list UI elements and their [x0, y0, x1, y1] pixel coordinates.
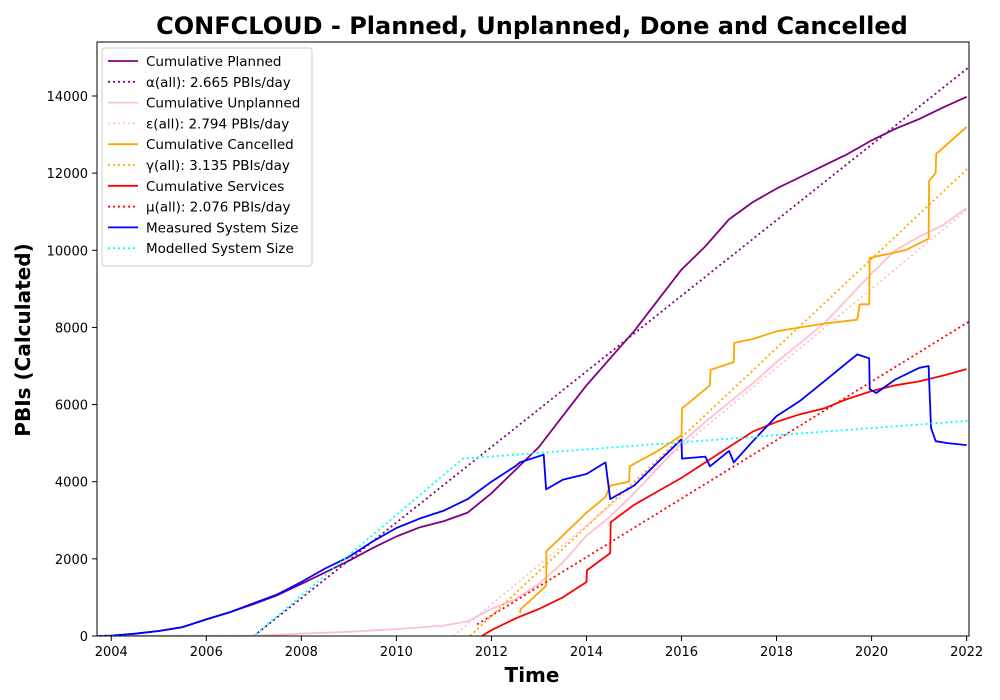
x-tick-label: 2004	[95, 645, 128, 660]
x-tick-label: 2022	[950, 645, 983, 660]
x-tick-label: 2012	[475, 645, 508, 660]
legend-entry-3: Cumulative Unplanned	[146, 96, 300, 112]
plot-area	[97, 66, 969, 636]
legend-entry-6: γ(all): 3.135 PBIs/day	[146, 158, 290, 174]
legend-entry-10: Modelled System Size	[146, 241, 294, 257]
y-tick-label: 2000	[55, 553, 88, 568]
series-line-2	[253, 66, 969, 636]
y-tick-label: 14000	[47, 90, 88, 105]
legend-entry-2: α(all): 2.665 PBIs/day	[146, 75, 291, 91]
series-line-9	[97, 353, 967, 636]
legend-entry-8: μ(all): 2.076 PBIs/day	[146, 200, 290, 216]
axes: 2004 2006 2008 2010 2012 2014 2016 2018 2020 2022…	[47, 41, 983, 660]
series-line-5	[519, 126, 968, 614]
legend: Cumulative Planned α(all): 2.665 PBIs/day…	[101, 47, 313, 267]
y-tick-label: 4000	[55, 476, 88, 491]
series-line-6	[469, 166, 969, 636]
chart-title: CONFCLOUD - Planned, Unplanned, Done and…	[156, 12, 908, 40]
y-tick-label: 10000	[47, 244, 88, 259]
legend-entry-1: Cumulative Planned	[146, 54, 282, 70]
x-tick-label: 2018	[760, 645, 793, 660]
x-tick-label: 2006	[190, 645, 223, 660]
plot-frame	[96, 41, 970, 637]
x-tick-label: 2016	[665, 645, 698, 660]
series-line-8	[476, 320, 969, 626]
legend-entry-9: Measured System Size	[146, 220, 299, 236]
x-tick-label: 2008	[285, 645, 318, 660]
y-tick-label: 8000	[55, 321, 88, 336]
series-line-3	[97, 207, 968, 636]
x-tick-label: 2010	[380, 645, 413, 660]
legend-entry-5: Cumulative Cancelled	[146, 137, 294, 153]
legend-entry-4: ε(all): 2.794 PBIs/day	[146, 116, 289, 132]
legend-box	[101, 47, 313, 267]
x-tick-label: 2014	[570, 645, 603, 660]
x-tick-label: 2020	[855, 645, 888, 660]
series-line-10	[97, 419, 969, 636]
y-tick-label: 6000	[55, 399, 88, 414]
y-tick-label: 12000	[47, 167, 88, 182]
y-axis-label: PBIs (Calculated)	[11, 243, 35, 436]
series-line-4	[452, 207, 969, 636]
y-tick-label: 0	[80, 630, 88, 645]
x-axis-label: Time	[505, 663, 560, 687]
legend-entry-7: Cumulative Services	[146, 179, 284, 195]
series-line-7	[481, 368, 967, 636]
